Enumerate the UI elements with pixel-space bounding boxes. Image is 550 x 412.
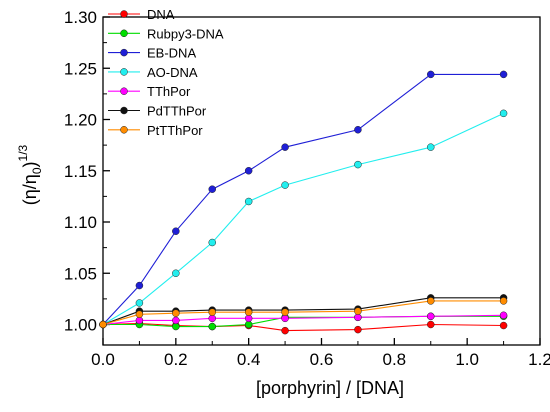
- series-line-dna: [102, 322, 504, 332]
- data-point-ao-dna: [208, 238, 216, 247]
- data-point-eb-dna: [172, 227, 180, 235]
- data-point-eb-dna: [427, 70, 435, 79]
- data-point-dna: [354, 325, 362, 334]
- legend-marker-ao-dna: [120, 68, 128, 76]
- data-point-ao-dna: [244, 197, 253, 206]
- data-point-dna: [427, 320, 435, 329]
- data-point-ao-dna: [427, 143, 435, 151]
- y-axis-label: (η/η0)1/3: [16, 144, 44, 205]
- data-point-tthpor: [427, 312, 435, 321]
- series-line-pttthpor: [102, 300, 504, 326]
- y-axis-label-sup: 1/3: [16, 144, 30, 161]
- x-tick-label: 1.0: [455, 350, 479, 369]
- series-layer: [99, 70, 508, 335]
- x-tick-label: 0.2: [164, 350, 188, 369]
- y-tick-label: 1.20: [64, 111, 97, 130]
- x-tick-label: 1.2: [528, 350, 550, 369]
- series-eb-dna: [99, 70, 508, 329]
- legend-marker-dna: [120, 10, 128, 18]
- y-tick-label: 1.30: [64, 8, 97, 27]
- data-point-dna: [499, 321, 508, 330]
- y-axis-label-close: ): [20, 161, 40, 167]
- y-tick-label: 1.00: [64, 316, 97, 335]
- data-point-pttthpor: [427, 297, 435, 305]
- data-point-ao-dna: [281, 181, 289, 189]
- y-axis-label-sub: 0: [30, 167, 44, 174]
- data-point-pttthpor: [499, 297, 508, 305]
- data-point-pttthpor: [172, 309, 180, 317]
- legend-label-tthpor: TThPor: [147, 84, 191, 99]
- x-tick-label: 0.6: [310, 350, 334, 369]
- series-pttthpor: [99, 297, 508, 329]
- series-line-ao-dna: [102, 112, 504, 325]
- legend-label-dna: DNA: [147, 7, 175, 22]
- data-point-ao-dna: [135, 299, 144, 307]
- data-point-eb-dna: [354, 126, 362, 134]
- y-tick-label: 1.25: [64, 59, 97, 78]
- legend-marker-rubpy3-dna: [120, 29, 128, 38]
- data-point-ao-dna: [172, 269, 180, 277]
- y-axis-label-open: (η/η: [20, 174, 40, 205]
- data-point-eb-dna: [281, 143, 289, 151]
- data-point-pttthpor: [281, 308, 289, 316]
- legend-label-ao-dna: AO-DNA: [147, 65, 198, 80]
- data-point-pttthpor: [99, 320, 107, 329]
- data-point-tthpor: [499, 311, 508, 320]
- legend-marker-pttthpor: [120, 126, 128, 134]
- legend-label-pttthpor: PtTThPor: [147, 123, 203, 138]
- legend: DNA Rubpy3-DNA EB-DNA AO-DNA TThPor PdTThPor P…: [108, 7, 224, 138]
- data-point-pttthpor: [354, 307, 362, 315]
- legend-label-rubpy3-dna: Rubpy3-DNA: [147, 26, 224, 41]
- data-point-pttthpor: [244, 308, 253, 316]
- legend-label-eb-dna: EB-DNA: [147, 46, 196, 61]
- series-dna: [99, 319, 508, 335]
- x-tick-label: 0.8: [383, 350, 407, 369]
- x-tick-label: 0.4: [237, 350, 261, 369]
- data-point-eb-dna: [208, 185, 216, 193]
- data-point-ao-dna: [354, 160, 362, 169]
- series-rubpy3-dna: [99, 312, 508, 331]
- data-point-pttthpor: [135, 310, 144, 318]
- data-point-tthpor: [172, 316, 180, 325]
- data-point-dna: [281, 326, 289, 335]
- data-point-eb-dna: [499, 70, 508, 79]
- legend-marker-eb-dna: [120, 48, 128, 57]
- data-point-rubpy3-dna: [208, 322, 216, 331]
- y-tick-label: 1.15: [64, 162, 97, 181]
- legend-label-pdtthpor: PdTThPor: [147, 104, 207, 119]
- x-tick-label: 0.0: [91, 350, 115, 369]
- data-point-pttthpor: [208, 308, 216, 316]
- data-point-eb-dna: [244, 167, 253, 175]
- legend-marker-tthpor: [120, 87, 128, 95]
- data-point-eb-dna: [135, 281, 144, 290]
- series-pdtthpor: [99, 294, 508, 329]
- y-tick-label: 1.10: [64, 213, 97, 232]
- data-point-ao-dna: [499, 109, 508, 118]
- legend-marker-pdtthpor: [120, 106, 128, 115]
- axes: 0.0 0.2 0.4 0.6 0.8 1.0 1.2 1.00 1.05 1.10 1.15 1.2…: [64, 8, 550, 369]
- x-axis-label: [porphyrin] / [DNA]: [256, 378, 404, 398]
- y-tick-label: 1.05: [64, 264, 97, 283]
